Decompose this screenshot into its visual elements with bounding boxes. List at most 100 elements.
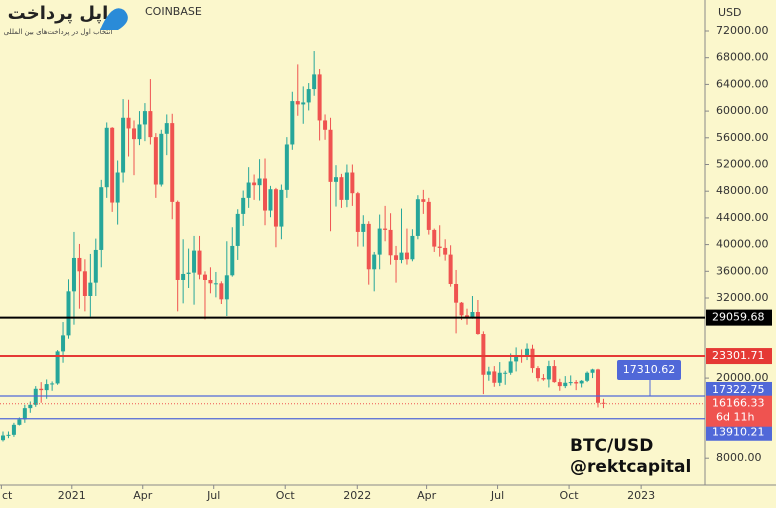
candle-body [443,247,448,255]
candle-body [137,124,142,140]
y-tick-label: 64000.00 [716,77,769,90]
candle-body [88,282,93,296]
callout-bg [617,360,681,380]
candle-body [301,102,306,105]
level-label: 23301.71 [712,349,765,362]
candle-body [415,199,420,236]
candle-body [323,120,328,130]
candle-body [44,384,49,391]
candle-body [514,356,519,362]
logo-slogan: انتخاب اول در پرداخت‌های بین المللی [4,28,113,36]
candle-body [454,283,459,303]
current-label: 16166.33 [712,397,765,410]
candle-body [333,177,338,182]
x-tick-label: Oct [560,489,580,502]
candle-body [394,255,399,260]
candle-body [339,177,344,200]
candle-body [317,74,322,121]
candle-body [71,257,76,292]
candle-body [437,246,442,248]
candle-body [388,229,393,256]
level-label-bg [706,348,772,365]
candle-body [306,89,311,103]
candle-body [181,273,186,280]
y-tick-label: 72000.00 [716,24,769,37]
candle-body [170,123,175,202]
candle-body [268,189,273,211]
annotation: BTC/USD [570,436,653,456]
candle-body [372,254,377,270]
candle-body [121,117,126,173]
x-tick-label: 2023 [627,489,655,502]
candle-body [290,101,295,145]
candle-body [104,127,109,188]
candle-body [579,380,584,384]
candle-body [366,223,371,270]
candle-body [344,172,349,200]
y-tick-label: 68000.00 [716,51,769,64]
candle-body [432,229,437,247]
candle-body [132,128,137,140]
candle-body [175,201,180,280]
candle-body [295,101,300,105]
candle-body [383,228,388,230]
candle-body [503,372,508,374]
candle-body [530,348,535,369]
candle-body [148,111,153,138]
candle-body [61,335,66,352]
candle-body [55,351,60,384]
x-tick-label: Jul [490,489,504,502]
candle-body [535,368,540,379]
candle-body [574,382,579,384]
candle-body [312,74,317,90]
candle-body [590,369,595,373]
candle-body [159,133,164,185]
x-tick-label: ct [2,489,13,502]
candle-body [77,257,82,272]
candle-body [426,201,431,230]
candle-body [263,178,268,211]
x-tick-label: Apr [133,489,153,502]
candle-body [568,382,573,384]
candle-body [252,182,257,186]
candle-body [557,382,562,387]
candle-body [99,187,104,250]
candle-body [11,424,16,435]
y-tick-label: 8000.00 [716,451,762,464]
candle-body [164,123,169,134]
candle-body [377,228,382,255]
x-tick-label: 2021 [58,489,86,502]
x-tick-label: 2022 [343,489,371,502]
candle-body [410,235,415,260]
candle-body [563,382,568,387]
candle-body [361,223,366,232]
candle-body [585,372,590,381]
candle-body [82,271,87,296]
candle-body [475,312,480,335]
y-tick-label: 40000.00 [716,238,769,251]
candle-body [596,369,601,403]
countdown: 6d 11h [716,411,754,424]
candle-body [525,348,530,357]
candle-body [470,312,475,319]
candle-body [246,182,251,198]
level-label: 17322.75 [712,383,765,396]
y-tick-label: 56000.00 [716,131,769,144]
axis-unit: USD [718,6,742,19]
candle-body [230,245,235,276]
candle-body [66,291,71,336]
candle-body [17,419,22,425]
candle-body [459,302,464,316]
candle-body [273,189,278,227]
y-tick-label: 32000.00 [716,291,769,304]
candle-body [492,371,497,383]
level-label-bg [706,309,772,326]
logo-name: اپل پرداخت [8,3,109,24]
candle-body [186,272,191,274]
logo-icon [100,8,128,30]
candle-body [39,388,44,391]
candle-body [192,250,197,273]
